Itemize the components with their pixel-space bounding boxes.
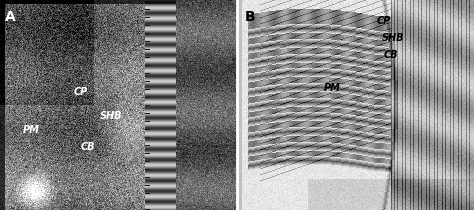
Text: PM: PM [323,83,340,93]
Text: CB: CB [81,142,95,152]
Text: PM: PM [22,125,39,135]
Text: CP: CP [73,87,88,97]
Text: CB: CB [384,50,398,60]
Text: SHB: SHB [100,110,123,121]
Text: SHB: SHB [382,33,405,43]
Text: B: B [245,10,255,24]
Text: A: A [5,10,16,24]
Text: CP: CP [377,16,391,26]
